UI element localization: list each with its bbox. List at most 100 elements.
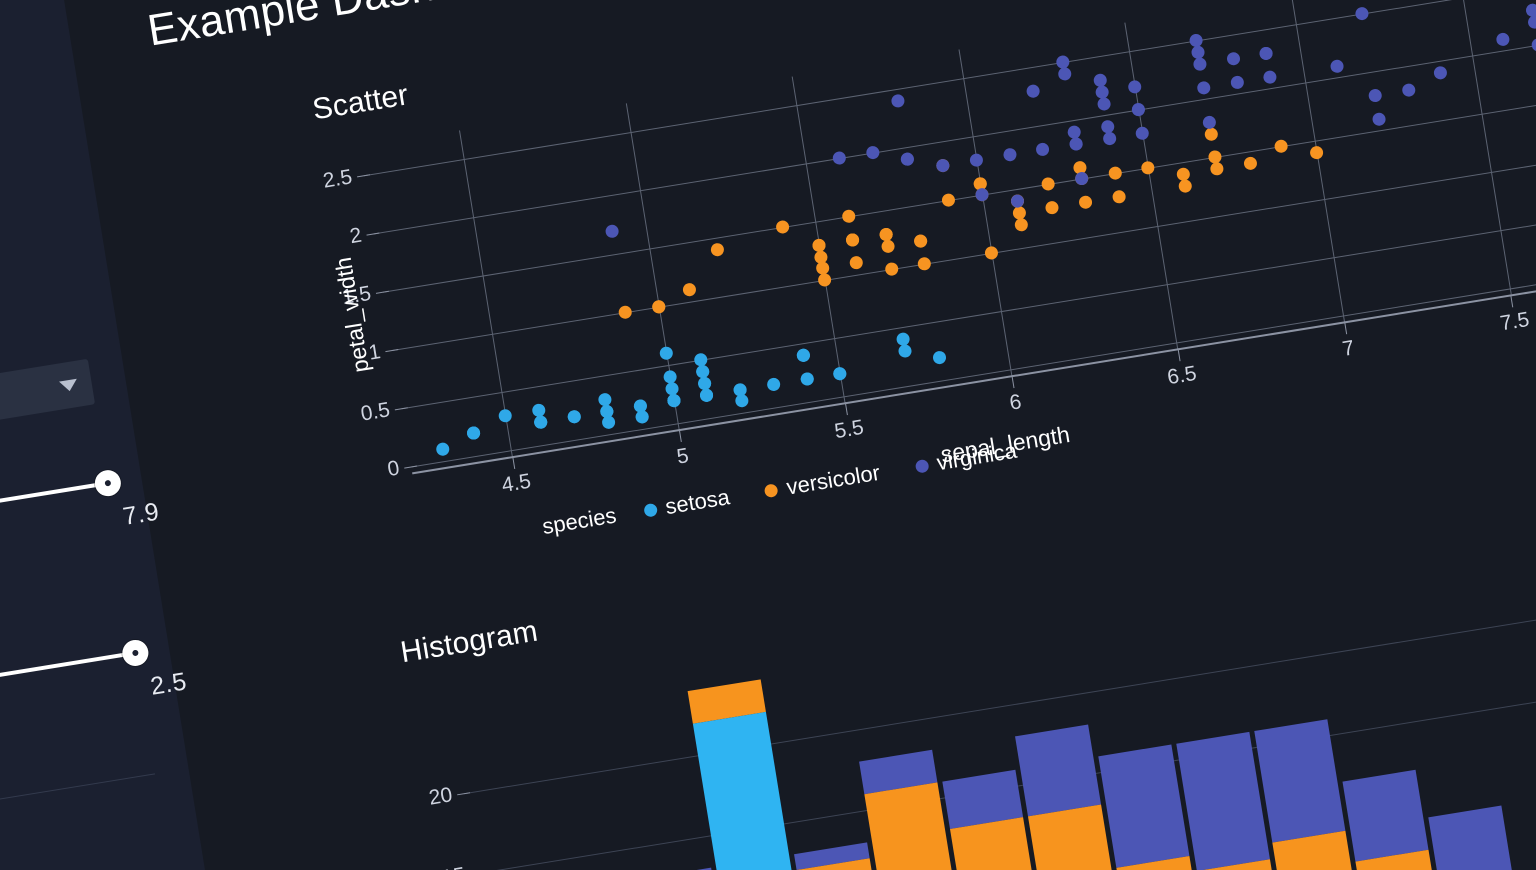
- scatter-point[interactable]: [1258, 45, 1274, 61]
- scatter-point[interactable]: [1203, 126, 1219, 142]
- scatter-point[interactable]: [974, 187, 990, 203]
- scatter-point[interactable]: [1135, 125, 1151, 141]
- scatter-point[interactable]: [466, 425, 482, 440]
- scatter-point[interactable]: [1074, 171, 1090, 187]
- scatter-point[interactable]: [1041, 176, 1056, 192]
- slider-handle[interactable]: [120, 638, 151, 668]
- scatter-point[interactable]: [533, 414, 548, 430]
- scatter-point[interactable]: [601, 415, 617, 431]
- scatter-point[interactable]: [710, 242, 726, 258]
- scatter-point[interactable]: [848, 255, 864, 271]
- scatter-point[interactable]: [968, 152, 984, 168]
- scatter-point[interactable]: [566, 408, 582, 424]
- scatter-point[interactable]: [1096, 96, 1112, 112]
- scatter-point[interactable]: [1140, 160, 1156, 176]
- scatter-point[interactable]: [1432, 65, 1448, 81]
- scatter-point[interactable]: [1309, 145, 1325, 161]
- histogram-bar-segment[interactable]: [1342, 769, 1429, 862]
- scatter-point[interactable]: [1127, 79, 1143, 95]
- scatter-point[interactable]: [1354, 6, 1370, 22]
- scatter-point[interactable]: [1229, 74, 1245, 90]
- scatter-point[interactable]: [1495, 31, 1511, 47]
- histogram-bar-segment[interactable]: [1254, 718, 1346, 843]
- histogram-bar[interactable]: [687, 679, 823, 870]
- histogram-bar-segment[interactable]: [1176, 731, 1270, 870]
- scatter-point[interactable]: [1530, 37, 1536, 53]
- scatter-point[interactable]: [699, 387, 715, 403]
- histogram-bar-segment[interactable]: [1428, 805, 1515, 870]
- scatter-point[interactable]: [795, 347, 811, 363]
- scatter-point[interactable]: [734, 393, 750, 409]
- scatter-point[interactable]: [1196, 80, 1212, 95]
- scatter-point[interactable]: [941, 192, 957, 208]
- histogram-bar-segment[interactable]: [1098, 744, 1190, 868]
- scatter-point[interactable]: [666, 392, 682, 408]
- scatter-point[interactable]: [1101, 131, 1117, 147]
- scatter-point[interactable]: [884, 261, 899, 277]
- petal-width-slider[interactable]: 2.5: [0, 638, 189, 701]
- histogram-bar[interactable]: [1428, 805, 1524, 870]
- scatter-point[interactable]: [1107, 166, 1123, 181]
- species-dropdown[interactable]: [0, 358, 96, 442]
- scatter-point[interactable]: [634, 409, 650, 425]
- scatter-point[interactable]: [1068, 136, 1084, 152]
- scatter-point[interactable]: [1044, 200, 1060, 215]
- scatter-point[interactable]: [1401, 82, 1417, 98]
- scatter-point[interactable]: [1209, 161, 1225, 177]
- scatter-point[interactable]: [1013, 217, 1029, 232]
- scatter-point[interactable]: [1225, 51, 1241, 67]
- scatter-point[interactable]: [913, 233, 929, 249]
- scatter-point[interactable]: [1035, 141, 1051, 157]
- scatter-point[interactable]: [1025, 83, 1041, 99]
- slider-track[interactable]: 7.9: [0, 468, 161, 531]
- scatter-point[interactable]: [1371, 111, 1387, 127]
- scatter-point[interactable]: [799, 371, 815, 387]
- scatter-point[interactable]: [1057, 66, 1073, 82]
- scatter-point[interactable]: [765, 376, 781, 392]
- scatter-point[interactable]: [832, 365, 848, 381]
- scatter-point[interactable]: [604, 223, 620, 239]
- scatter-legend[interactable]: species setosa versicolor virginica: [540, 433, 1044, 540]
- scatter-point[interactable]: [831, 150, 847, 166]
- sepal-length-slider[interactable]: 7.9: [0, 468, 161, 531]
- scatter-point[interactable]: [880, 238, 896, 254]
- scatter-point[interactable]: [1368, 87, 1384, 103]
- scatter-point[interactable]: [890, 93, 906, 109]
- scatter-point[interactable]: [935, 158, 951, 173]
- scatter-point[interactable]: [435, 442, 450, 457]
- slider-track[interactable]: 2.5: [0, 638, 189, 701]
- scatter-point[interactable]: [841, 209, 857, 225]
- scatter-point[interactable]: [1525, 2, 1536, 18]
- scatter-point[interactable]: [1131, 102, 1147, 118]
- scatter-point[interactable]: [1177, 178, 1193, 194]
- scatter-point[interactable]: [1329, 58, 1345, 74]
- scatter-point[interactable]: [682, 282, 698, 298]
- scatter-point[interactable]: [917, 256, 933, 272]
- scatter-point[interactable]: [897, 343, 913, 359]
- scatter-point[interactable]: [1273, 139, 1289, 154]
- scatter-point[interactable]: [497, 408, 513, 423]
- scatter-point[interactable]: [845, 232, 861, 248]
- scatter-point[interactable]: [817, 272, 833, 288]
- slider-handle[interactable]: [92, 468, 123, 499]
- legend-item[interactable]: versicolor: [763, 460, 882, 504]
- scatter-point[interactable]: [774, 219, 790, 235]
- scatter-point[interactable]: [1111, 189, 1127, 205]
- histogram-bar-segment[interactable]: [1015, 724, 1102, 817]
- scatter-point[interactable]: [900, 151, 916, 167]
- legend-swatch: [914, 458, 930, 474]
- scatter-point[interactable]: [658, 346, 674, 362]
- scatter-point[interactable]: [617, 305, 633, 320]
- scatter-point[interactable]: [865, 145, 881, 161]
- scatter-point[interactable]: [1262, 69, 1278, 85]
- scatter-point[interactable]: [1002, 147, 1017, 163]
- scatter-point[interactable]: [1192, 56, 1208, 72]
- scatter-point[interactable]: [1242, 156, 1258, 171]
- histogram-bar-segment[interactable]: [692, 711, 823, 870]
- scatter-point[interactable]: [651, 299, 666, 315]
- y-axis-tick: 15: [440, 863, 467, 870]
- scatter-point[interactable]: [983, 245, 999, 261]
- scatter-point[interactable]: [1078, 194, 1093, 210]
- scatter-point[interactable]: [932, 349, 948, 365]
- legend-item[interactable]: setosa: [642, 484, 732, 524]
